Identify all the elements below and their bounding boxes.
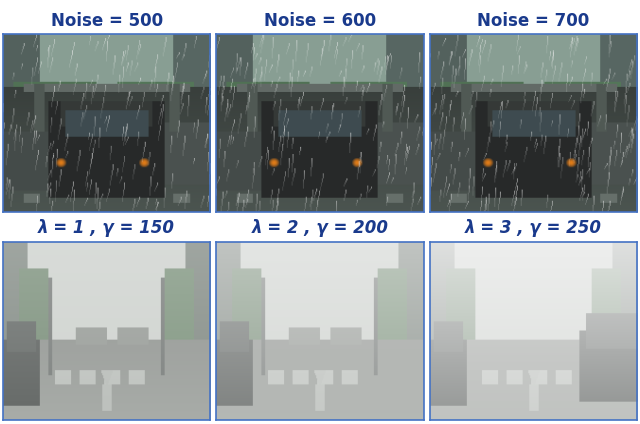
Text: λ = 3 , γ = 250: λ = 3 , γ = 250	[465, 219, 602, 237]
Text: Noise = 600: Noise = 600	[264, 11, 376, 30]
Text: Noise = 700: Noise = 700	[477, 11, 589, 30]
Text: Noise = 500: Noise = 500	[51, 11, 163, 30]
Text: λ = 2 , γ = 200: λ = 2 , γ = 200	[252, 219, 388, 237]
Text: λ = 1 , γ = 150: λ = 1 , γ = 150	[38, 219, 175, 237]
